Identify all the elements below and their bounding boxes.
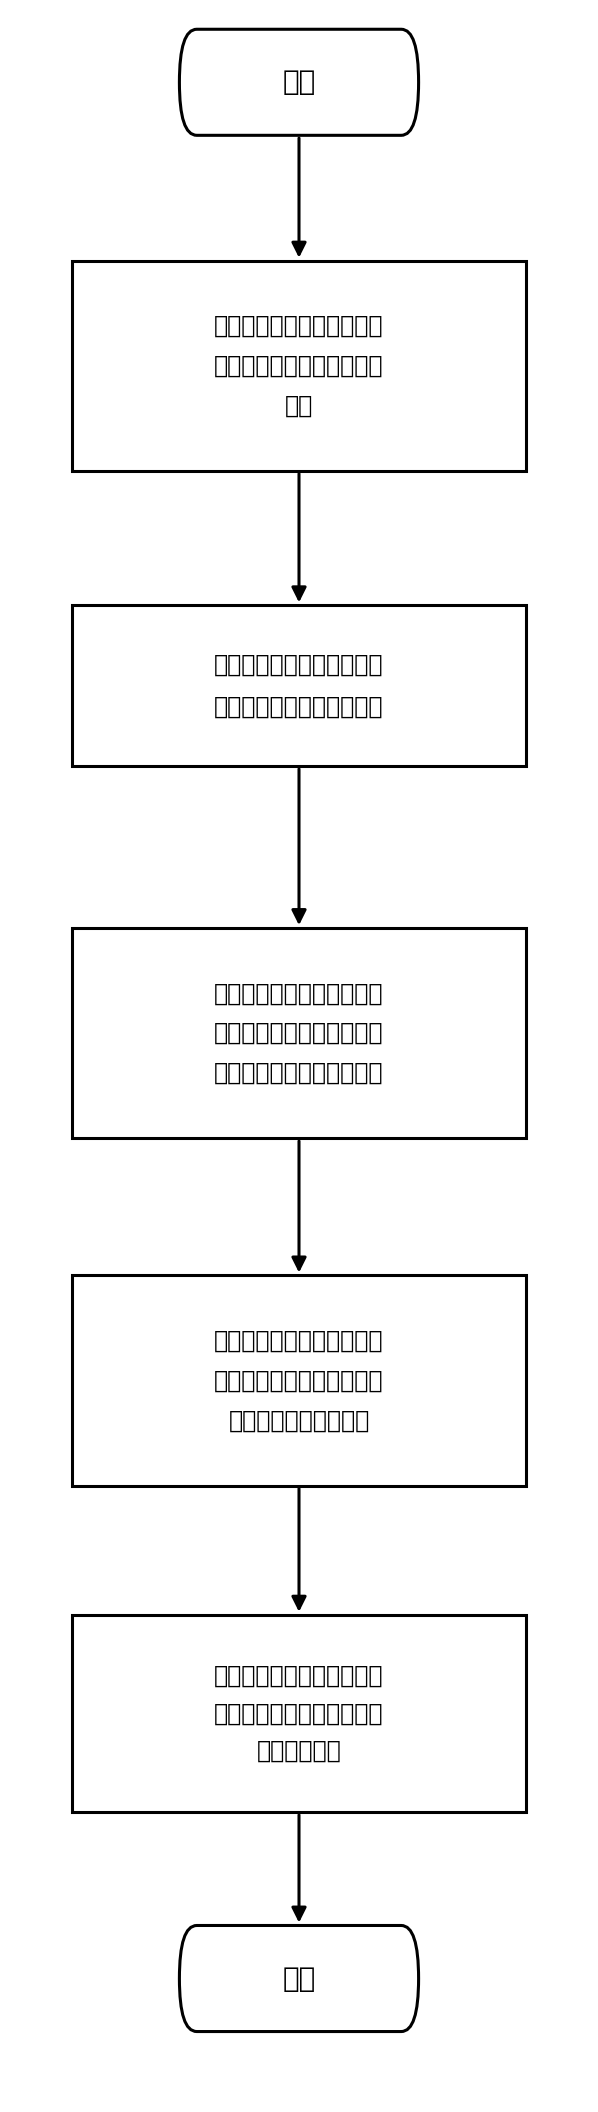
Bar bbox=[72, 1276, 526, 1485]
Text: 求和的形式并进行统计计数: 求和的形式并进行统计计数 bbox=[214, 1060, 384, 1086]
Text: 格，并在各维度进行勒让德: 格，并在各维度进行勒让德 bbox=[214, 353, 384, 378]
Bar bbox=[72, 260, 526, 471]
Text: 理，将展开系数转化为统计: 理，将展开系数转化为统计 bbox=[214, 1020, 384, 1045]
Text: 结合蒙特卡罗方法的计数原: 结合蒙特卡罗方法的计数原 bbox=[214, 982, 384, 1005]
Bar bbox=[72, 1616, 526, 1812]
Text: 粒子通量分布: 粒子通量分布 bbox=[257, 1738, 341, 1764]
Text: 到展开系数的积分表达形式: 到展开系数的积分表达形式 bbox=[214, 695, 384, 718]
FancyBboxPatch shape bbox=[179, 1926, 419, 2032]
Bar bbox=[72, 927, 526, 1138]
Bar bbox=[72, 606, 526, 767]
Text: 累积计数得到的展开系数，: 累积计数得到的展开系数， bbox=[214, 1664, 384, 1687]
Text: 结合基函数的正交性质，得: 结合基函数的正交性质，得 bbox=[214, 653, 384, 678]
Text: 子径迹长度和碰撞过程，并: 子径迹长度和碰撞过程，并 bbox=[214, 1369, 384, 1392]
Text: 划分燃料棒栅元大小的粗网: 划分燃料棒栅元大小的粗网 bbox=[214, 315, 384, 338]
Text: 结合基函数，构造出连续的: 结合基函数，构造出连续的 bbox=[214, 1702, 384, 1726]
Text: 展开: 展开 bbox=[285, 393, 313, 418]
Text: 开始: 开始 bbox=[282, 68, 316, 97]
FancyBboxPatch shape bbox=[179, 30, 419, 135]
Text: 开始蒙特卡罗模拟，抽样粒: 开始蒙特卡罗模拟，抽样粒 bbox=[214, 1328, 384, 1352]
Text: 记录每次输运的起始点: 记录每次输运的起始点 bbox=[228, 1409, 370, 1432]
Text: 结束: 结束 bbox=[282, 1964, 316, 1992]
